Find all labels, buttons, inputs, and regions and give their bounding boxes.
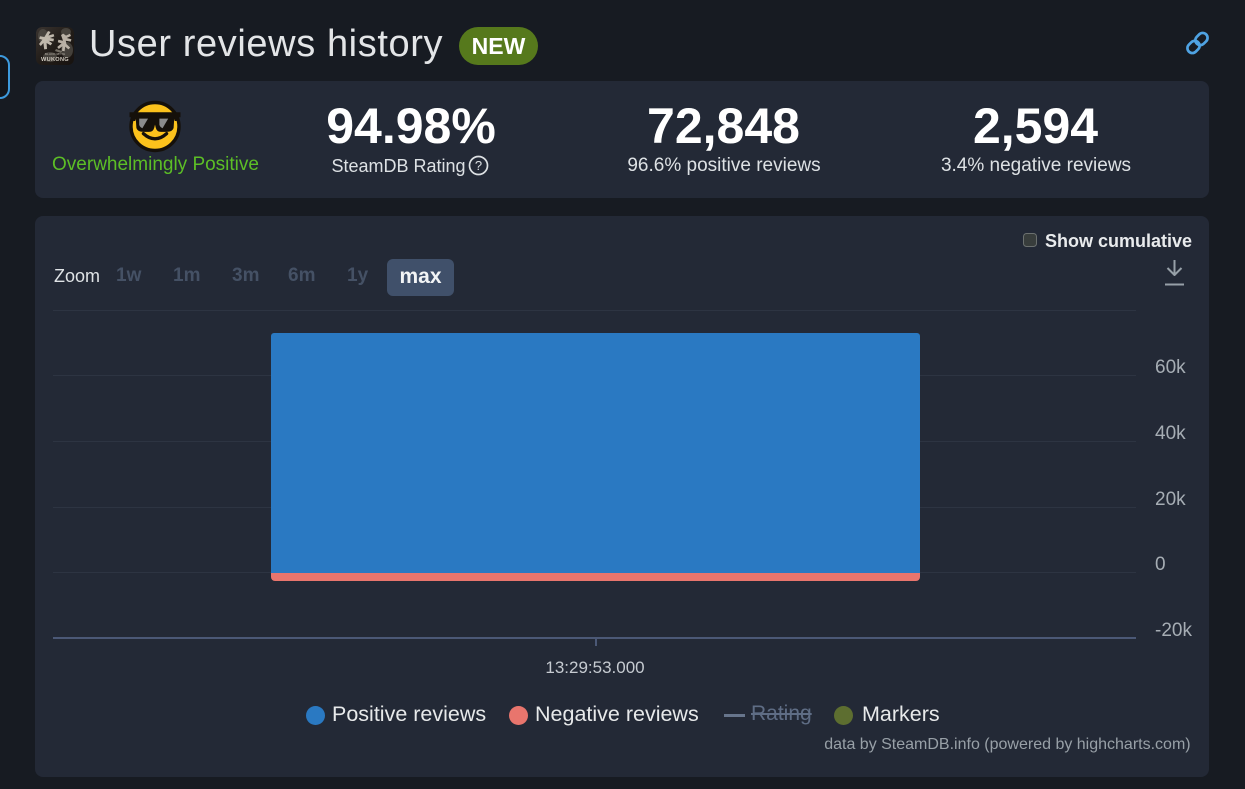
svg-text:?: ? (475, 158, 482, 173)
svg-text:BLACK MYTH: BLACK MYTH (45, 52, 66, 56)
svg-text:WUKONG: WUKONG (41, 57, 69, 63)
